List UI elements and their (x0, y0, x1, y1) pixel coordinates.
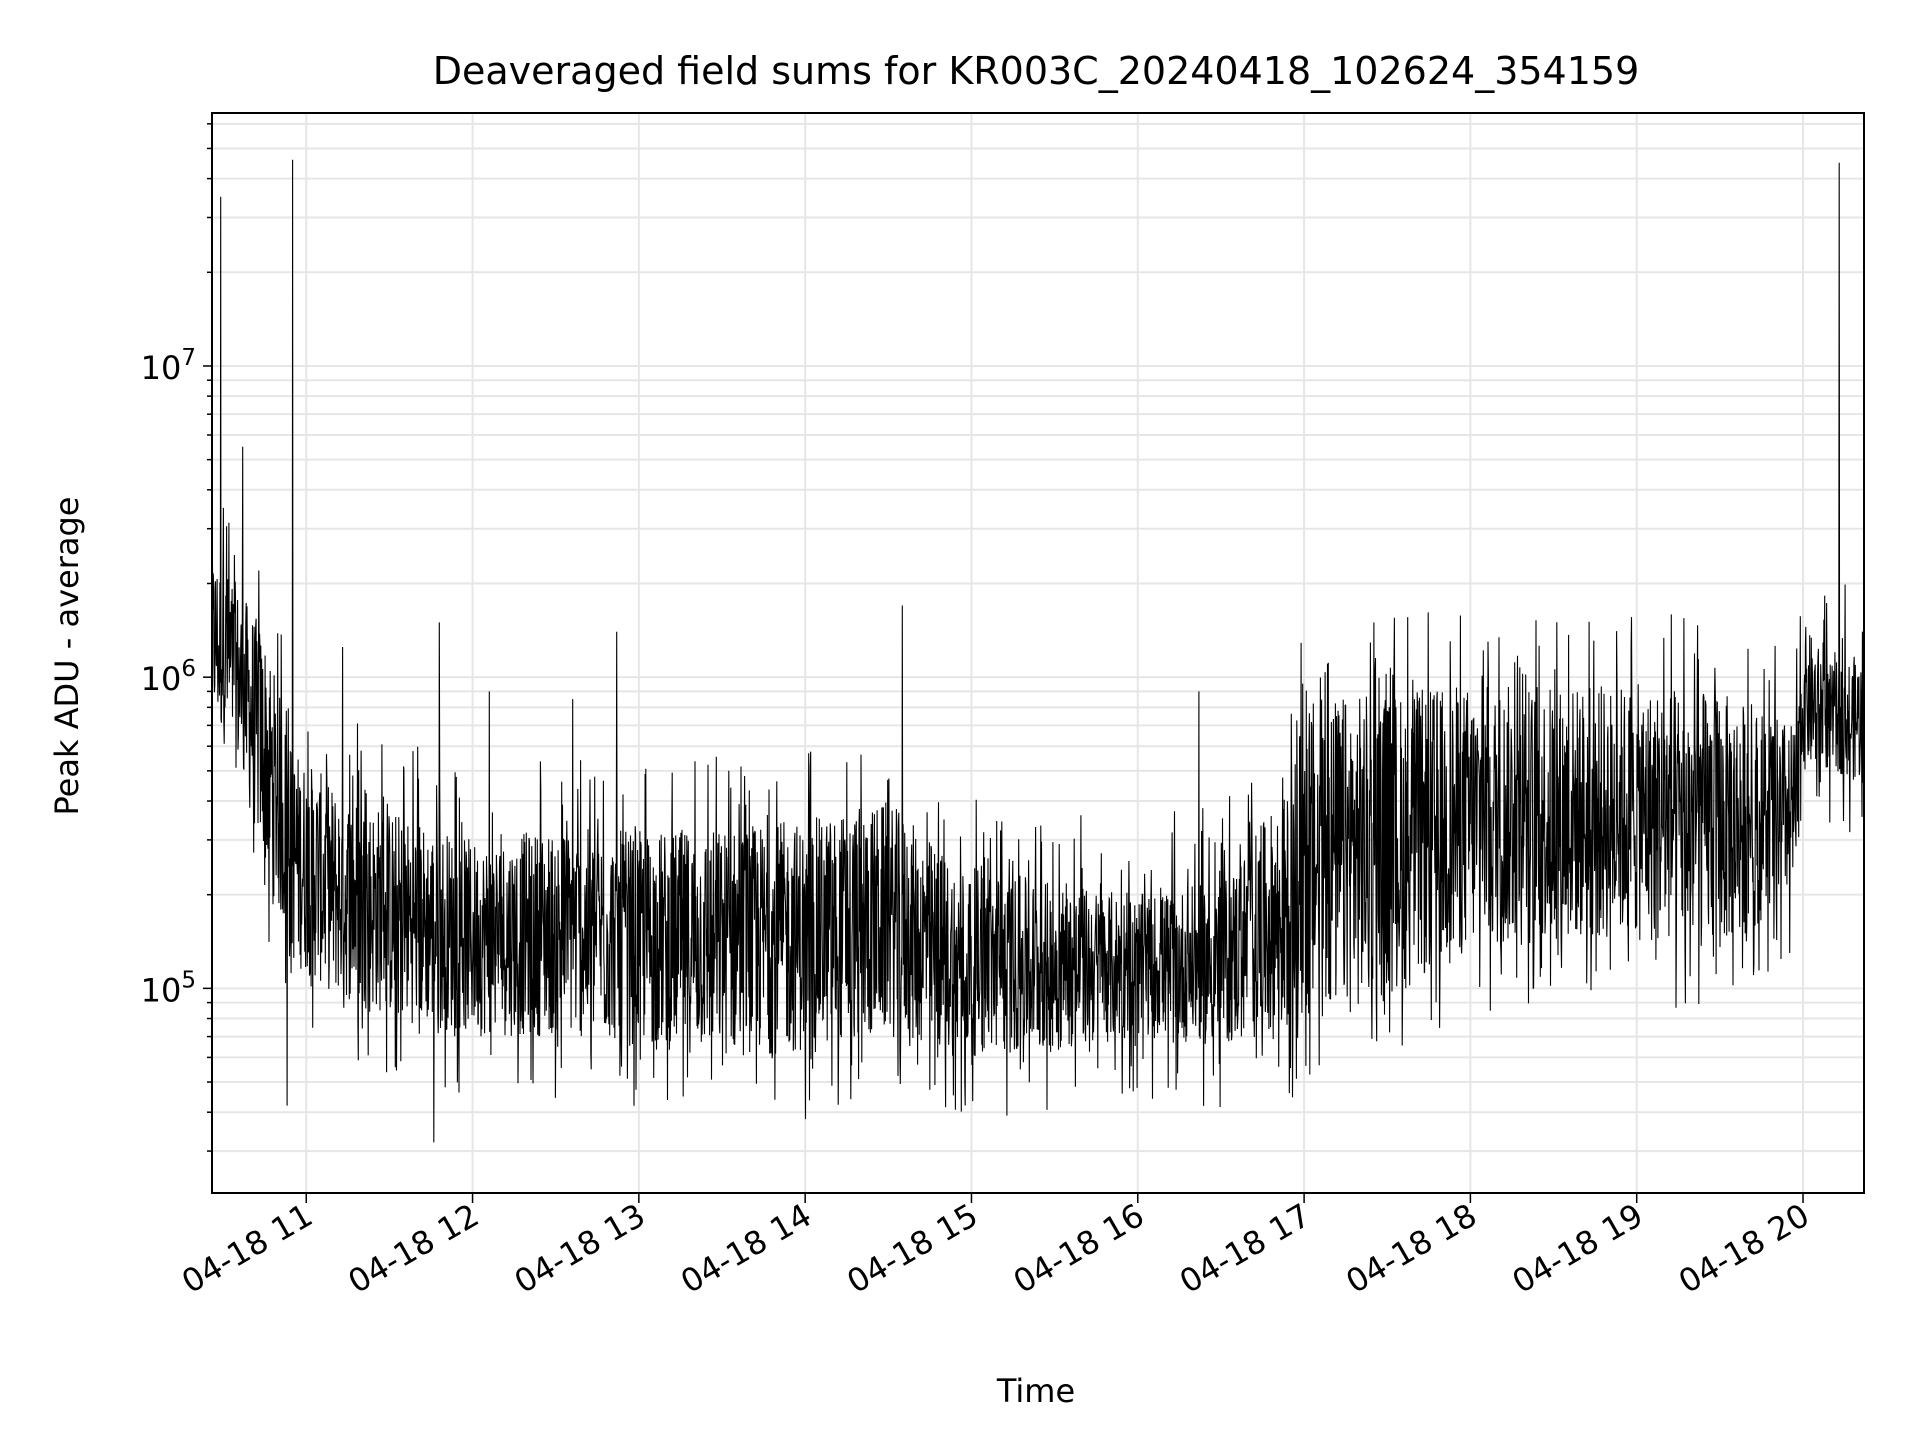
y-axis-label: Peak ADU - average (48, 497, 86, 816)
series-line (211, 159, 1865, 1143)
y-axis: 105 106 107 (141, 123, 212, 1152)
x-axis-label: Time (996, 1372, 1075, 1410)
y-tick-label: 105 (141, 967, 196, 1009)
y-tick-label: 107 (141, 345, 196, 387)
series-path (211, 159, 1865, 1143)
plot-frame (211, 112, 1865, 1194)
chart-title: Deaveraged field sums for KR003C_2024041… (433, 49, 1640, 93)
y-tick-label: 106 (141, 656, 196, 698)
